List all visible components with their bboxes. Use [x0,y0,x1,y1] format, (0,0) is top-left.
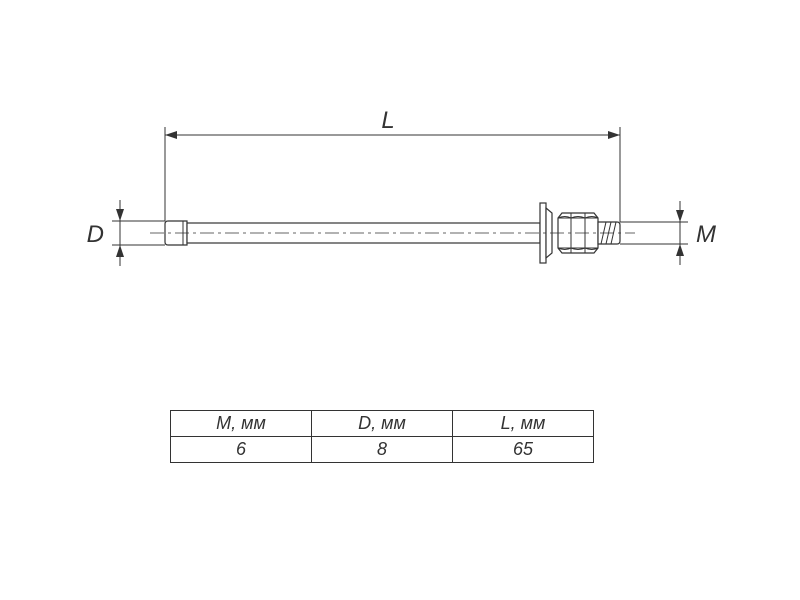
table-header-row: M, мм D, мм L, мм [171,411,594,437]
table-row: 6 8 65 [171,437,594,463]
cell-L: 65 [453,437,594,463]
dimensions-table: M, мм D, мм L, мм 6 8 65 [170,410,594,463]
dim-label-M: M [696,221,716,248]
col-header-D: D, мм [312,411,453,437]
drawing-canvas: L D M [0,0,800,600]
anchor-bolt-part [150,203,635,263]
col-header-M: M, мм [171,411,312,437]
dimension-L: L [165,107,620,222]
col-header-L: L, мм [453,411,594,437]
dim-label-L: L [381,107,394,134]
cell-M: 6 [171,437,312,463]
dim-label-D: D [87,221,104,248]
cell-D: 8 [312,437,453,463]
